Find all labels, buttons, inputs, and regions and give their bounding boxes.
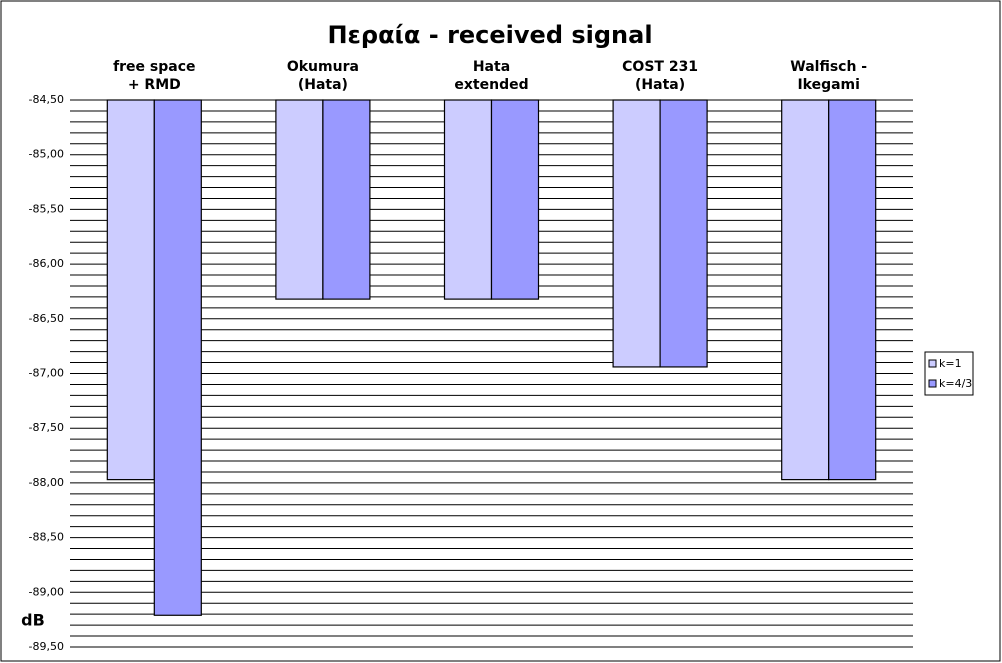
y-tick-label: -86,00 <box>29 257 64 270</box>
category-label: free space + RMD <box>113 59 196 93</box>
y-tick-label: -89,50 <box>29 640 64 653</box>
legend-swatch <box>928 379 937 388</box>
y-tick-label: -89,00 <box>29 585 64 598</box>
y-tick-label: -88,50 <box>29 531 64 544</box>
legend-swatch <box>928 359 937 368</box>
y-label: dB <box>21 611 45 630</box>
bar <box>275 99 324 300</box>
bar <box>153 99 202 616</box>
y-tick-label: -85,50 <box>29 202 64 215</box>
bar <box>490 99 540 300</box>
bar <box>106 99 155 481</box>
y-tick-label: -87,00 <box>29 367 64 380</box>
category-label: Walfisch - Ikegami <box>790 59 868 93</box>
bar <box>443 99 493 300</box>
bar <box>612 99 661 368</box>
legend-label: k=4/3 <box>939 377 972 390</box>
bar <box>322 99 371 300</box>
y-tick-label: -85,00 <box>29 148 64 161</box>
bar <box>781 99 830 481</box>
bar <box>828 99 877 481</box>
y-tick-label: -87,50 <box>29 421 64 434</box>
legend-label: k=1 <box>939 357 962 370</box>
y-tick-label: -84,50 <box>29 93 64 106</box>
y-tick-label: -88,00 <box>29 476 64 489</box>
bar <box>659 99 708 368</box>
category-label: COST 231 (Hata) <box>622 59 699 93</box>
chart-title: Περαία - received signal <box>327 21 652 49</box>
category-label: Okumura (Hata) <box>286 59 359 93</box>
category-label: Hata extended <box>454 59 529 93</box>
legend-box <box>924 351 974 396</box>
y-tick-label: -86,50 <box>29 312 64 325</box>
